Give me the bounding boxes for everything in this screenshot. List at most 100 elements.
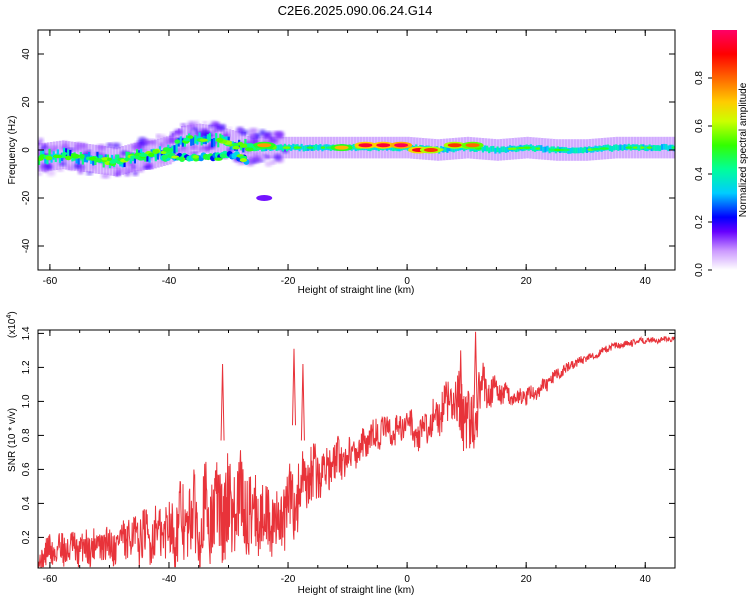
spectrogram-ridge-cell bbox=[315, 144, 318, 150]
spectrogram-blob bbox=[106, 142, 112, 147]
spectrogram-peak bbox=[358, 143, 373, 148]
spectrogram-ridge-cell bbox=[621, 145, 624, 151]
spectrogram-blob bbox=[236, 126, 244, 133]
spectrogram-ridge-cell bbox=[446, 147, 449, 153]
spectrogram-blob bbox=[131, 164, 137, 170]
svg-text:(x104): (x104) bbox=[6, 311, 18, 338]
spectrogram-ridge-cell bbox=[194, 135, 197, 144]
spectrogram-ridge-cell bbox=[279, 144, 282, 151]
colorbar-tick-label: 0.4 bbox=[694, 167, 705, 181]
snr-x-tick-label: -40 bbox=[162, 574, 177, 585]
spectrogram-dot bbox=[187, 135, 194, 139]
spectrogram-blob bbox=[220, 123, 226, 131]
spectrogram-blob bbox=[273, 153, 283, 161]
spectrogram-ridge-cell bbox=[206, 134, 209, 143]
spectrogram-ridge-cell bbox=[583, 146, 587, 153]
spectrogram-blob bbox=[42, 143, 48, 148]
snr-y-axis-label: SNR (10 * v/v) bbox=[7, 408, 18, 472]
spectrogram-ridge-cell bbox=[129, 155, 132, 164]
snr-scale-exponent: 4 bbox=[6, 315, 13, 319]
spectrogram-ridge-cell bbox=[656, 145, 660, 151]
snr-y-tick-label: 0.2 bbox=[21, 530, 32, 544]
snr-y-tick-label: 1.4 bbox=[21, 326, 32, 340]
snr-y-tick-label: 1.2 bbox=[21, 360, 32, 374]
spectrogram-ridge-cell bbox=[577, 147, 580, 154]
snr-y-tick-label: 0.6 bbox=[21, 462, 32, 476]
spectrogram-ridge-cell bbox=[352, 143, 355, 150]
spectrogram-ridge-cell bbox=[571, 147, 574, 154]
spectrogram-blob bbox=[123, 170, 129, 175]
snr-scale-prefix: (x10 bbox=[7, 318, 18, 338]
colorbar-tick-label: 0.6 bbox=[694, 119, 705, 133]
spectrogram-blob bbox=[138, 168, 144, 173]
spectrogram-blob bbox=[74, 146, 81, 152]
spectrogram-dot bbox=[220, 153, 227, 159]
spectrogram-ridge-cell bbox=[606, 144, 610, 151]
spectrogram-y-axis-label: Frequency (Hz) bbox=[7, 116, 18, 185]
spectrogram-dot bbox=[52, 154, 62, 159]
spectrogram-dot bbox=[124, 157, 130, 162]
spectrogram-ridge-cell bbox=[504, 147, 507, 153]
spectrogram-peak bbox=[334, 145, 349, 150]
spectrogram-ridge-cell bbox=[658, 145, 662, 152]
spectrogram-ridge-cell bbox=[540, 145, 543, 151]
spectrogram-dot bbox=[199, 138, 208, 142]
spectrogram-ridge-cell bbox=[242, 144, 245, 153]
spectrogram-blob bbox=[180, 123, 187, 127]
spectrogram-blob bbox=[208, 126, 217, 130]
spectrogram-ridge-cell bbox=[300, 143, 303, 150]
snr-peak-spike bbox=[473, 331, 478, 409]
snr-x-tick-label: 0 bbox=[404, 574, 410, 585]
snr-peak-spike bbox=[458, 350, 463, 427]
spectrogram-dot bbox=[625, 146, 633, 149]
spectrogram-ridge-cell bbox=[46, 155, 49, 165]
spectrogram-blob bbox=[215, 145, 225, 149]
spectrogram-dot bbox=[646, 146, 653, 149]
spectrogram-dot bbox=[518, 146, 524, 150]
spectrogram-dot bbox=[632, 146, 638, 149]
spectrogram-ridge-cell bbox=[473, 146, 476, 152]
spectrogram-blob bbox=[202, 121, 208, 125]
colorbar-label: Normalized spectral amplitude bbox=[738, 82, 749, 217]
spectrogram-ridge-cell bbox=[492, 145, 495, 152]
snr-x-tick-label: 20 bbox=[521, 574, 533, 585]
spectrogram-dot bbox=[522, 146, 531, 149]
spectrogram-dot bbox=[147, 152, 155, 157]
colorbar-tick-label: 0.0 bbox=[694, 263, 705, 277]
spectrogram-blob bbox=[170, 132, 175, 137]
spectrogram-ridge-cell bbox=[575, 147, 578, 154]
colorbar-ticks: 0.0 0.2 0.4 0.6 0.8 bbox=[694, 71, 712, 277]
snr-scale-label: (x104) bbox=[6, 311, 18, 338]
spectrogram-ridge-cell bbox=[485, 145, 489, 152]
spectrogram-ridge-cell bbox=[313, 144, 316, 151]
spectrogram-blob bbox=[142, 166, 152, 170]
spectrogram-blob bbox=[158, 134, 167, 141]
spectrogram-dot bbox=[554, 148, 561, 152]
spectrogram-dot bbox=[139, 153, 148, 158]
spectrogram-dot bbox=[174, 139, 181, 144]
spectrogram-ridge-cell bbox=[654, 145, 657, 151]
colorbar-tick-label: 0.8 bbox=[694, 71, 705, 85]
snr-panel: -60 -40 -20 0 20 40 0.2 0.4 0.6 0.8 1.0 1.2 1.4 Heig… bbox=[6, 311, 676, 596]
spectrogram-dot bbox=[599, 147, 609, 150]
spectrogram-dot bbox=[237, 141, 244, 146]
spectrogram-ridge-cell bbox=[585, 147, 589, 153]
snr-y-tick-label: 1.0 bbox=[21, 394, 32, 408]
spectrogram-ridge-cell bbox=[154, 152, 157, 162]
spectrogram-blob bbox=[191, 130, 196, 137]
spectrogram-dot bbox=[293, 146, 302, 149]
spectrogram-ridge-cell bbox=[48, 148, 51, 158]
spectrogram-ridge-cell bbox=[569, 147, 572, 154]
spectrogram-ridge-cell bbox=[146, 153, 149, 162]
spectrogram-ridge-cell bbox=[83, 153, 87, 163]
snr-axes: -60 -40 -20 0 20 40 0.2 0.4 0.6 0.8 1.0 1.2 1.4 bbox=[21, 326, 676, 585]
spectrogram-ridge-cell bbox=[667, 145, 670, 152]
spectrogram-dot bbox=[192, 154, 200, 159]
spectrogram-ridge-cell bbox=[125, 151, 128, 161]
spectrogram-ridge-cell bbox=[96, 151, 99, 161]
spectrogram-dot bbox=[306, 146, 314, 149]
spectrogram-blob bbox=[131, 144, 141, 150]
snr-x-tick-label: -60 bbox=[43, 574, 58, 585]
spectrogram-ridge-cell bbox=[500, 146, 503, 153]
